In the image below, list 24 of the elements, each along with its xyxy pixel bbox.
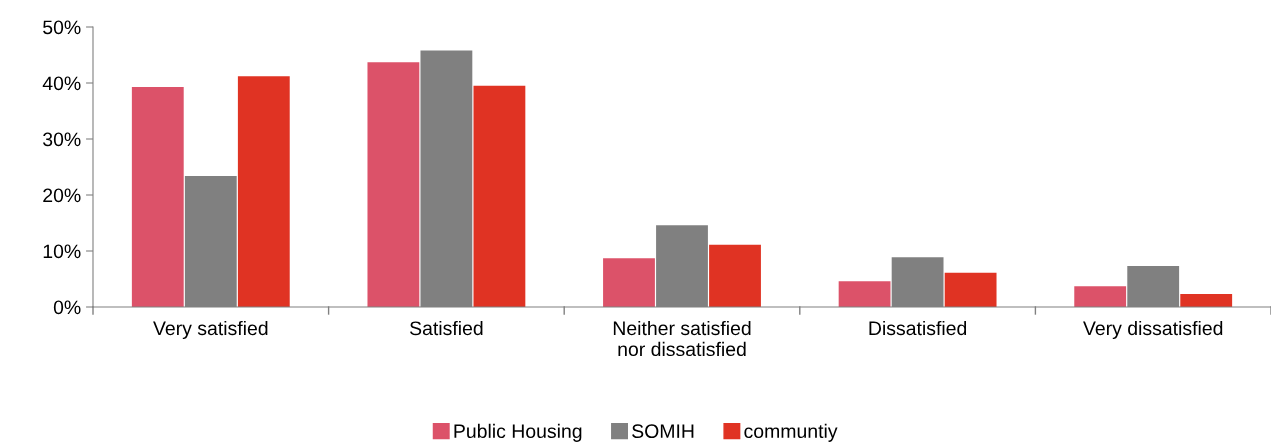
bar — [1074, 286, 1127, 307]
bar — [838, 281, 891, 307]
legend-label: SOMIH — [632, 424, 694, 439]
bar — [131, 86, 184, 307]
x-tick-label: Dissatisfied — [869, 320, 967, 336]
bar — [237, 76, 290, 307]
bar — [367, 62, 420, 307]
bar — [473, 85, 526, 307]
y-tick-label: 40% — [42, 76, 81, 91]
y-tick-label: 0% — [53, 300, 81, 315]
y-tick-label: 20% — [43, 188, 81, 203]
x-tick-label: Neither satisfied nor dissatisfied — [613, 320, 751, 357]
x-tick-label: Satisfied — [410, 320, 483, 336]
legend-label: Public Housing — [454, 423, 582, 442]
x-tick-label: Very dissatisfied — [1083, 320, 1223, 340]
y-tick-label: 50% — [43, 20, 81, 35]
bar — [709, 244, 761, 307]
legend-label: communtiy — [744, 423, 838, 442]
bar — [1180, 294, 1233, 307]
bar — [603, 258, 655, 307]
y-tick-label: 10% — [43, 244, 81, 259]
bar — [944, 272, 997, 307]
y-tick-label: 30% — [43, 132, 81, 147]
x-tick-label: Very satisfied — [153, 320, 268, 340]
